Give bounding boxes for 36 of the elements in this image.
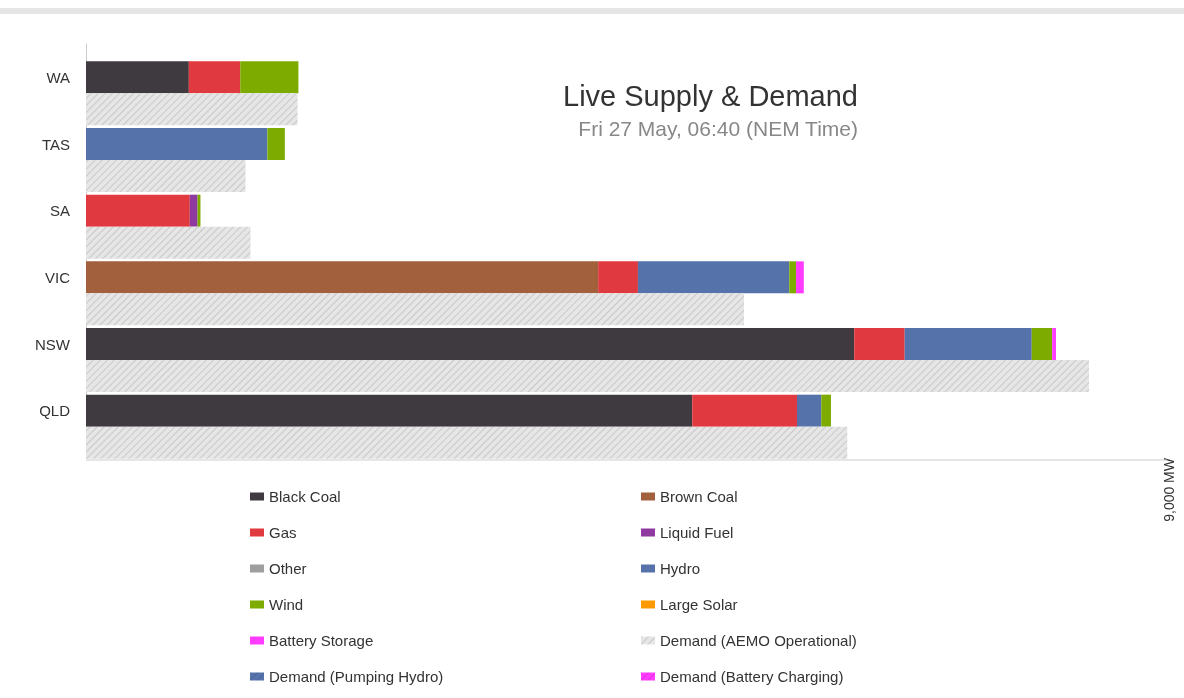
legend-label: Gas [269, 524, 297, 541]
bar [188, 61, 241, 94]
bar [904, 328, 1032, 360]
bar [796, 261, 804, 294]
legend-label: Demand (Pumping Hydro) [269, 668, 444, 685]
y-tick-label: SA [49, 202, 70, 220]
legend-label: Wind [269, 596, 304, 613]
bar [637, 261, 790, 294]
y-tick-label: VIC [44, 268, 71, 286]
legend-label: Black Coal [269, 488, 341, 505]
bar [1031, 328, 1053, 360]
legend-label: Liquid Fuel [660, 524, 734, 541]
bar [267, 128, 285, 160]
y-tick-label: QLD [39, 402, 71, 420]
bar [189, 194, 198, 227]
legend-label: Demand (Battery Charging) [660, 668, 844, 685]
y-tick-label: TAS [41, 135, 70, 153]
legend-label: Brown Coal [660, 488, 738, 505]
text: Live Supply & Demand [563, 79, 858, 112]
bar [789, 261, 797, 294]
text: 9,000 MW [1161, 457, 1177, 522]
legend-label: Battery Storage [269, 632, 374, 649]
bar [854, 328, 905, 360]
bar [692, 394, 798, 427]
bar [821, 394, 831, 427]
legend-label: Other [269, 560, 307, 577]
legend-label: Large Solar [660, 596, 738, 613]
bar [240, 61, 299, 94]
bar [1052, 328, 1056, 360]
bar [598, 261, 638, 294]
text: Fri 27 May, 06:40 (NEM Time) [578, 117, 858, 140]
legend-label: Hydro [660, 560, 701, 577]
y-tick-label: WA [46, 68, 70, 86]
legend-label: Demand (AEMO Operational) [660, 632, 857, 649]
bar [797, 394, 822, 427]
y-tick-label: NSW [35, 335, 71, 353]
